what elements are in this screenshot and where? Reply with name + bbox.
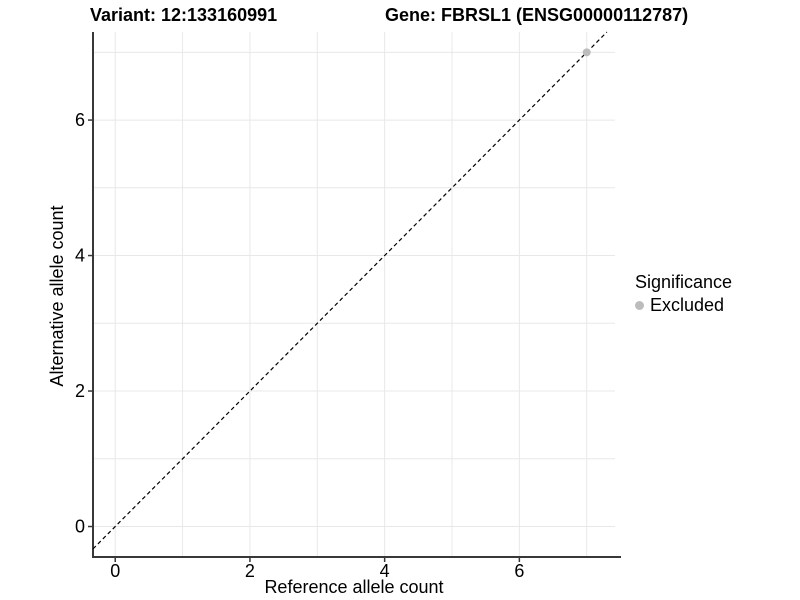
legend: Significance Excluded	[633, 272, 732, 316]
y-tick-label-6: 6	[75, 110, 85, 130]
x-tick-label-6: 6	[514, 561, 524, 581]
y-axis-title: Alternative allele count	[47, 205, 67, 387]
variant-title: Variant: 12:133160991	[90, 5, 278, 25]
y-tick-label-0: 0	[75, 517, 85, 537]
legend-entry-label: Excluded	[650, 295, 725, 315]
data-point-excluded	[582, 48, 591, 57]
legend-title: Significance	[635, 272, 733, 292]
x-tick-label-4: 4	[380, 561, 390, 581]
y-tick-label-4: 4	[75, 246, 85, 266]
identity-line	[92, 31, 608, 550]
legend-entry-excluded: Excluded	[633, 295, 732, 316]
x-tick-label-2: 2	[245, 561, 255, 581]
x-tick-label-0: 0	[110, 561, 120, 581]
x-axis-title: Reference allele count	[264, 577, 444, 597]
gene-title: Gene: FBRSL1 (ENSG00000112787)	[385, 5, 689, 25]
excluded-point-swatch-icon	[635, 301, 644, 310]
y-tick-label-2: 2	[75, 381, 85, 401]
